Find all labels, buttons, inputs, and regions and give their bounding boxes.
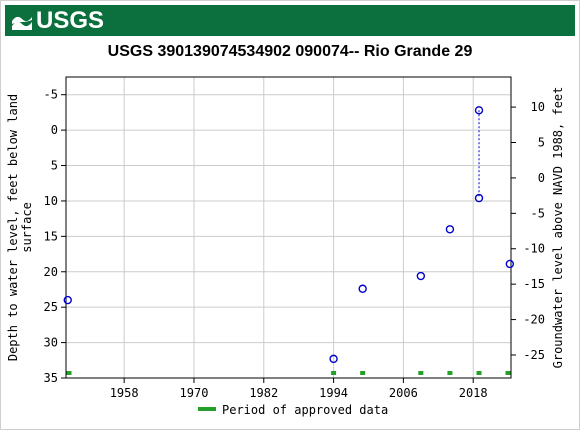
data-point[interactable] — [474, 106, 484, 115]
usgs-logo[interactable]: USGS — [11, 6, 105, 34]
y-axis-left-label: Depth to water level, feet below landsur… — [6, 94, 34, 361]
approved-period-mark — [331, 371, 337, 375]
right-tick-label: -20 — [523, 313, 545, 327]
x-tick-label: 2018 — [459, 386, 488, 400]
legend-label: Period of approved data — [222, 403, 388, 417]
approved-period-mark — [447, 371, 453, 375]
right-tick-label: 10 — [531, 100, 545, 114]
data-series — [63, 106, 515, 364]
left-tick-label: 0 — [51, 123, 58, 137]
left-tick-label: 20 — [44, 265, 58, 279]
data-point[interactable] — [63, 295, 72, 305]
data-point[interactable] — [416, 271, 426, 281]
left-tick-label: 15 — [44, 229, 58, 243]
approved-period-mark — [476, 371, 482, 375]
x-tick-label: 2006 — [389, 386, 418, 400]
right-tick-label: -25 — [523, 348, 545, 362]
right-tick-label: -15 — [523, 277, 545, 291]
data-point[interactable] — [474, 193, 484, 203]
x-tick-label: 1970 — [180, 386, 209, 400]
chart-title: USGS 390139074534902 090074-- Rio Grande… — [107, 43, 473, 60]
right-tick-label: -10 — [523, 242, 545, 256]
usgs-header-banner: USGS — [5, 5, 575, 36]
x-axis: 1958 1970 1982 1994 2006 2018 — [110, 378, 488, 400]
approved-period-mark — [66, 371, 72, 375]
right-tick-label: 0 — [538, 171, 545, 185]
plot-area — [65, 76, 512, 379]
data-point[interactable] — [358, 284, 367, 293]
usgs-logo-text: USGS — [36, 6, 105, 34]
data-point[interactable] — [329, 354, 338, 364]
x-tick-label: 1958 — [110, 386, 139, 400]
approved-period-mark — [418, 371, 424, 375]
right-tick-label: 5 — [538, 136, 545, 150]
approved-period-mark — [360, 371, 366, 375]
x-tick-label: 1982 — [249, 386, 278, 400]
left-tick-label: 35 — [44, 371, 58, 385]
left-axis: -5 0 5 10 15 20 25 30 35 — [44, 88, 66, 385]
right-tick-label: -5 — [531, 206, 545, 220]
left-tick-label: 30 — [44, 336, 58, 350]
grid-lines — [66, 77, 511, 379]
left-tick-label: -5 — [44, 88, 58, 102]
data-point[interactable] — [505, 259, 515, 269]
legend: Period of approved data — [198, 403, 388, 417]
usgs-wave-icon — [12, 16, 32, 30]
y-axis-right-label: Groundwater level above NAVD 1988, feet — [551, 87, 565, 369]
approved-period-marks — [66, 371, 511, 375]
right-axis: 10 5 0 -5 -10 -15 -20 -25 — [511, 100, 545, 362]
legend-swatch — [198, 407, 216, 411]
x-tick-label: 1994 — [319, 386, 348, 400]
left-tick-label: 25 — [44, 300, 58, 314]
left-tick-label: 5 — [51, 159, 58, 173]
left-tick-label: 10 — [44, 194, 58, 208]
approved-period-mark — [505, 371, 511, 375]
data-point[interactable] — [445, 225, 455, 234]
